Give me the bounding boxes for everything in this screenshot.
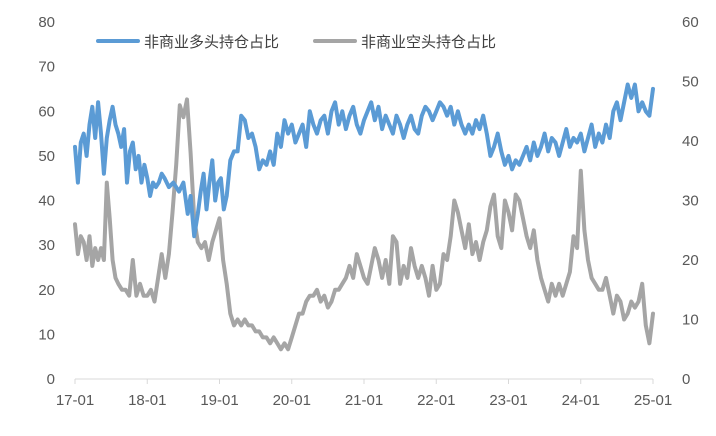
legend-item-long: 非商业多头持仓占比 <box>96 33 279 51</box>
x-tick-label: 23-01 <box>489 392 527 409</box>
x-tick-label: 25-01 <box>634 392 672 409</box>
x-tick-label: 22-01 <box>417 392 455 409</box>
y-left-tick-label: 70 <box>38 59 55 76</box>
series-line-long <box>73 82 655 239</box>
y-axis-left: 0 10 20 30 40 50 60 70 80 <box>38 14 55 388</box>
y-right-tick-label: 40 <box>682 133 699 150</box>
x-tick-label: 20-01 <box>273 392 311 409</box>
y-right-tick-label: 50 <box>682 74 699 91</box>
legend-label: 非商业空头持仓占比 <box>361 33 496 51</box>
legend: 非商业多头持仓占比 非商业空头持仓占比 <box>96 33 496 51</box>
x-tick-label: 18-01 <box>128 392 166 409</box>
x-tick-label: 21-01 <box>345 392 383 409</box>
series-line-short <box>73 97 655 352</box>
y-right-tick-label: 60 <box>682 14 699 31</box>
y-right-tick-label: 10 <box>682 312 699 329</box>
y-left-tick-label: 20 <box>38 282 55 299</box>
legend-item-short: 非商业空头持仓占比 <box>313 33 496 51</box>
y-left-tick-label: 80 <box>38 14 55 31</box>
y-left-tick-label: 10 <box>38 326 55 343</box>
x-tick-label: 19-01 <box>200 392 238 409</box>
y-left-tick-label: 0 <box>47 371 55 388</box>
x-axis-ticks: 17-01 18-01 19-01 20-01 21-01 22-01 23-01 24-01… <box>56 379 672 409</box>
y-left-tick-label: 60 <box>38 103 55 120</box>
y-right-tick-label: 30 <box>682 193 699 210</box>
y-right-tick-label: 20 <box>682 252 699 269</box>
series-group <box>73 82 655 352</box>
y-axis-right: 0 10 20 30 40 50 60 <box>682 14 699 388</box>
y-left-tick-label: 40 <box>38 193 55 210</box>
legend-label: 非商业多头持仓占比 <box>144 33 279 51</box>
y-right-tick-label: 0 <box>682 371 690 388</box>
y-left-tick-label: 30 <box>38 237 55 254</box>
x-tick-label: 17-01 <box>56 392 94 409</box>
x-tick-label: 24-01 <box>562 392 600 409</box>
y-left-tick-label: 50 <box>38 148 55 165</box>
